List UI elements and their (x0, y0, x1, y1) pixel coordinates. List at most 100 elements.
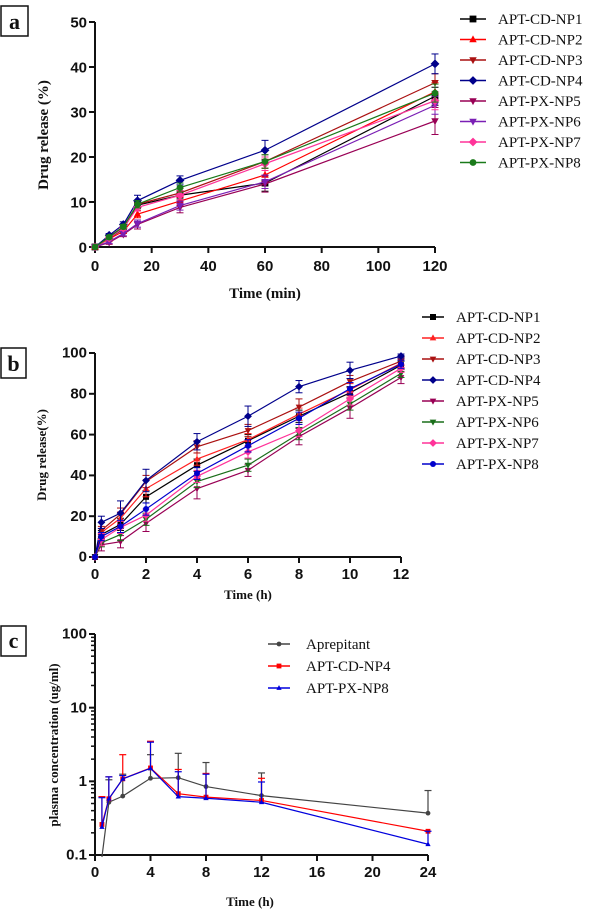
y-tick-label: 30 (70, 104, 87, 121)
x-tick-label: 12 (253, 864, 270, 881)
y-tick-label: 0.1 (66, 847, 87, 864)
data-point (143, 506, 149, 513)
x-tick-label: 80 (313, 258, 330, 275)
legend-label: APT-CD-NP1 (456, 310, 540, 326)
legend-label: APT-CD-NP1 (498, 12, 582, 28)
panel-c-label-box (0, 625, 27, 657)
data-point (117, 523, 124, 530)
legend-label: APT-PX-NP8 (306, 681, 389, 697)
legend-label: APT-PX-NP6 (498, 115, 581, 131)
data-point (431, 89, 439, 97)
data-point (347, 385, 353, 392)
y-tick-label: 10 (70, 194, 87, 211)
legend-label: APT-CD-NP2 (456, 331, 540, 347)
legend-item: APT-PX-NP7 (422, 436, 539, 452)
legend-item: APT-PX-NP8 (268, 681, 389, 697)
series-apt-px-np8 (91, 83, 439, 251)
legend-marker (469, 159, 477, 166)
x-tick-label: 4 (146, 864, 155, 881)
panel-a-label: a (9, 9, 20, 34)
data-point (203, 795, 209, 801)
panel-b-legend: APT-CD-NP1 APT-CD-NP2 APT-CD-NP3 APT-CD-NP4… (422, 310, 541, 473)
data-point (194, 470, 200, 477)
legend-label: APT-PX-NP6 (456, 415, 539, 431)
x-tick-label: 24 (420, 864, 437, 881)
data-point (295, 404, 303, 411)
data-point (119, 223, 127, 231)
x-tick-label: 6 (244, 566, 252, 583)
x-tick-label: 20 (143, 258, 160, 275)
data-point (193, 437, 201, 446)
data-point (175, 190, 185, 200)
data-point (425, 810, 431, 816)
data-point (106, 795, 112, 801)
legend-marker (430, 461, 436, 467)
panel-c-label: c (9, 628, 19, 653)
legend-item: APT-CD-NP3 (460, 53, 582, 69)
panel-c-x-axis-title: Time (h) (226, 894, 274, 909)
data-point (98, 533, 105, 540)
legend-marker (469, 35, 477, 43)
y-tick-label: 60 (70, 426, 87, 443)
legend-label: Aprepitant (306, 637, 371, 653)
data-point (193, 455, 201, 462)
legend-item: APT-CD-NP3 (422, 352, 540, 368)
legend-marker (468, 137, 478, 147)
panel-b-y-axis-title: Drug release(%) (34, 409, 49, 501)
legend-item: APT-PX-NP7 (460, 135, 581, 151)
legend-label: APT-CD-NP4 (306, 659, 391, 675)
data-point (398, 361, 404, 368)
panel-c-legend: Aprepitant APT-CD-NP4 APT-PX-NP8 (268, 637, 391, 697)
data-point (346, 366, 354, 375)
data-point (261, 179, 269, 186)
panel-a-label-box (0, 5, 29, 37)
data-point (134, 200, 141, 208)
data-point (425, 841, 431, 847)
legend-marker (469, 57, 477, 65)
data-point (120, 775, 126, 781)
legend-label: APT-CD-NP2 (498, 33, 582, 49)
data-point (295, 382, 303, 391)
legend-marker (276, 663, 282, 669)
data-point (296, 415, 302, 422)
data-point (431, 80, 439, 87)
legend-item: APT-PX-NP6 (460, 115, 581, 131)
data-point (261, 158, 269, 165)
legend-marker (430, 314, 436, 320)
panel-c: c 0 4 8 12 16 20 24 0.1 1 10 100 Aprepitant APT-CD-… (0, 625, 437, 909)
x-tick-label: 20 (364, 864, 381, 881)
panel-a-y-axis-title: Drug release (%) (36, 80, 52, 190)
panel-b-series (91, 352, 405, 561)
panel-b-label: b (7, 351, 19, 376)
data-point (260, 145, 270, 155)
legend-item: Aprepitant (268, 637, 371, 653)
legend-item: APT-CD-NP4 (460, 74, 583, 90)
data-point (244, 462, 252, 469)
data-point (176, 184, 184, 192)
panel-a-series (90, 53, 440, 252)
x-tick-label: 8 (202, 864, 210, 881)
legend-item: APT-PX-NP5 (422, 394, 539, 410)
legend-label: APT-PX-NP7 (498, 135, 581, 151)
y-tick-label: 10 (70, 699, 87, 716)
legend-marker (429, 439, 437, 447)
legend-marker (469, 15, 477, 23)
y-tick-label: 20 (70, 149, 87, 166)
legend-marker (468, 76, 478, 85)
y-tick-label: 40 (70, 467, 87, 484)
legend-marker (429, 356, 437, 363)
x-tick-label: 2 (142, 566, 150, 583)
data-point (142, 476, 150, 485)
legend-item: APT-CD-NP1 (460, 12, 582, 28)
data-point (120, 793, 126, 799)
data-point (244, 412, 252, 421)
legend-item: APT-CD-NP2 (460, 33, 582, 49)
legend-item: APT-PX-NP8 (422, 457, 539, 473)
y-tick-label: 20 (70, 508, 87, 525)
y-tick-label: 80 (70, 385, 87, 402)
data-point (133, 220, 142, 228)
legend-label: APT-PX-NP7 (456, 436, 539, 452)
panel-c-axes: 0 4 8 12 16 20 24 0.1 1 10 100 (62, 626, 437, 881)
data-point (244, 436, 252, 443)
